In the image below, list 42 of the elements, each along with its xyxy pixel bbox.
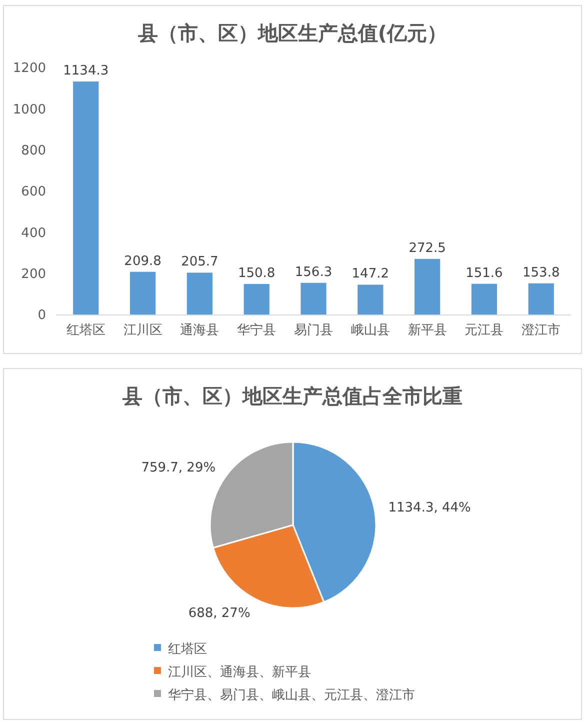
legend-label: 华宁县、易门县、峨山县、元江县、澄江市 xyxy=(168,687,415,703)
chart-title: 县（市、区）地区生产总值(亿元） xyxy=(136,21,448,45)
y-tick-label: 200 xyxy=(21,266,46,282)
data-label: 1134.3, 44% xyxy=(388,500,471,516)
x-tick-label: 峨山县 xyxy=(350,323,390,338)
bar xyxy=(358,284,384,315)
y-tick-label: 400 xyxy=(21,226,46,241)
legend-label: 江川区、通海县、新平县 xyxy=(168,665,311,680)
bar xyxy=(300,282,326,315)
y-tick-label: 1200 xyxy=(12,61,46,76)
chart-title: 县（市、区）地区生产总值占全市比重 xyxy=(122,384,462,408)
bar xyxy=(528,283,554,315)
bar xyxy=(244,284,270,315)
legend-label: 红塔区 xyxy=(168,642,207,657)
y-tick-label: 800 xyxy=(21,143,46,158)
y-tick-label: 1000 xyxy=(12,102,46,118)
bar xyxy=(471,284,498,315)
data-label: 688, 27% xyxy=(188,606,250,622)
x-tick-label: 通海县 xyxy=(180,323,220,338)
data-label: 205.7 xyxy=(181,254,218,270)
data-label: 147.2 xyxy=(352,266,390,282)
data-label: 759.7, 29% xyxy=(141,460,216,476)
bar xyxy=(130,272,156,315)
data-label: 150.8 xyxy=(238,266,276,281)
x-tick-label: 红塔区 xyxy=(66,323,106,338)
data-label: 153.8 xyxy=(522,265,560,280)
x-tick-label: 新平县 xyxy=(408,323,447,338)
bar xyxy=(186,272,212,315)
y-tick-label: 600 xyxy=(21,184,46,200)
data-label: 272.5 xyxy=(408,240,446,256)
x-tick-label: 江川区 xyxy=(123,323,162,338)
y-tick-label: 0 xyxy=(38,308,46,324)
bar xyxy=(414,258,440,315)
x-tick-label: 元江县 xyxy=(464,323,504,338)
data-label: 156.3 xyxy=(294,264,332,280)
x-tick-label: 易门县 xyxy=(294,322,333,338)
x-tick-label: 华宁县 xyxy=(237,322,276,338)
data-label: 1134.3 xyxy=(63,64,109,79)
bar xyxy=(73,82,99,315)
data-label: 209.8 xyxy=(124,254,162,269)
x-tick-label: 澄江市 xyxy=(522,323,561,338)
data-label: 151.6 xyxy=(466,266,503,281)
